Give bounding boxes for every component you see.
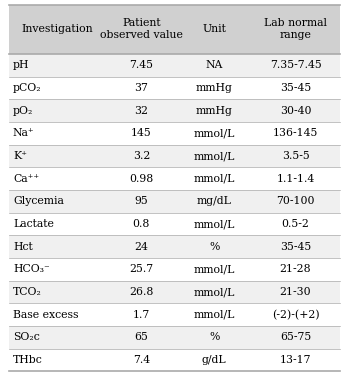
- Text: Unit: Unit: [202, 24, 226, 34]
- Text: mmol/L: mmol/L: [194, 287, 235, 297]
- Text: Base excess: Base excess: [13, 310, 79, 320]
- Text: 65: 65: [134, 332, 148, 343]
- Text: (-2)-(+2): (-2)-(+2): [272, 310, 319, 320]
- Bar: [9, 303, 340, 326]
- Text: Lab normal
range: Lab normal range: [264, 18, 327, 41]
- Text: 145: 145: [131, 129, 152, 138]
- Text: 95: 95: [134, 196, 148, 206]
- Text: g/dL: g/dL: [202, 355, 227, 365]
- Text: 3.5-5: 3.5-5: [282, 151, 310, 161]
- Text: NA: NA: [206, 61, 223, 70]
- Bar: [9, 122, 340, 145]
- Text: mmol/L: mmol/L: [194, 174, 235, 184]
- Text: mmol/L: mmol/L: [194, 219, 235, 229]
- Bar: [9, 77, 340, 99]
- Text: 65-75: 65-75: [280, 332, 311, 343]
- Bar: [9, 326, 340, 349]
- Text: 24: 24: [134, 242, 148, 252]
- Bar: [9, 213, 340, 235]
- Text: 0.5-2: 0.5-2: [282, 219, 310, 229]
- Text: 35-45: 35-45: [280, 242, 311, 252]
- Text: 0.8: 0.8: [133, 219, 150, 229]
- Text: 30-40: 30-40: [280, 106, 311, 116]
- Text: 0.98: 0.98: [129, 174, 154, 184]
- Text: 3.2: 3.2: [133, 151, 150, 161]
- Text: K⁺: K⁺: [13, 151, 27, 161]
- Text: Hct: Hct: [13, 242, 33, 252]
- Text: mg/dL: mg/dL: [197, 196, 232, 206]
- Bar: [9, 258, 340, 281]
- Bar: [9, 54, 340, 77]
- Text: 25.7: 25.7: [129, 264, 154, 274]
- Text: Lactate: Lactate: [13, 219, 54, 229]
- Text: 37: 37: [134, 83, 148, 93]
- Text: pCO₂: pCO₂: [13, 83, 42, 93]
- Text: SO₂c: SO₂c: [13, 332, 40, 343]
- Bar: [9, 190, 340, 213]
- Text: 7.35-7.45: 7.35-7.45: [270, 61, 321, 70]
- Bar: [9, 5, 340, 54]
- Text: 7.45: 7.45: [129, 61, 153, 70]
- Bar: [9, 145, 340, 167]
- Bar: [9, 349, 340, 371]
- Bar: [9, 167, 340, 190]
- Bar: [9, 99, 340, 122]
- Text: 21-30: 21-30: [280, 287, 311, 297]
- Text: Ca⁺⁺: Ca⁺⁺: [13, 174, 39, 184]
- Text: mmHg: mmHg: [196, 83, 233, 93]
- Text: mmol/L: mmol/L: [194, 264, 235, 274]
- Text: HCO₃⁻: HCO₃⁻: [13, 264, 50, 274]
- Text: 21-28: 21-28: [280, 264, 311, 274]
- Text: 13-17: 13-17: [280, 355, 311, 365]
- Text: THbc: THbc: [13, 355, 43, 365]
- Text: mmol/L: mmol/L: [194, 129, 235, 138]
- Text: mmHg: mmHg: [196, 106, 233, 116]
- Text: 26.8: 26.8: [129, 287, 154, 297]
- Text: Glycemia: Glycemia: [13, 196, 64, 206]
- Text: TCO₂: TCO₂: [13, 287, 42, 297]
- Bar: [9, 235, 340, 258]
- Bar: [9, 281, 340, 303]
- Text: Investigation: Investigation: [21, 24, 92, 34]
- Text: mmol/L: mmol/L: [194, 310, 235, 320]
- Text: Patient
observed value: Patient observed value: [100, 18, 183, 41]
- Text: %: %: [209, 242, 220, 252]
- Text: pO₂: pO₂: [13, 106, 33, 116]
- Text: mmol/L: mmol/L: [194, 151, 235, 161]
- Text: %: %: [209, 332, 220, 343]
- Text: 1.7: 1.7: [133, 310, 150, 320]
- Text: Na⁺: Na⁺: [13, 129, 35, 138]
- Text: 32: 32: [134, 106, 148, 116]
- Text: 7.4: 7.4: [133, 355, 150, 365]
- Text: 136-145: 136-145: [273, 129, 318, 138]
- Text: 35-45: 35-45: [280, 83, 311, 93]
- Text: pH: pH: [13, 61, 29, 70]
- Text: 1.1-1.4: 1.1-1.4: [276, 174, 315, 184]
- Text: 70-100: 70-100: [276, 196, 315, 206]
